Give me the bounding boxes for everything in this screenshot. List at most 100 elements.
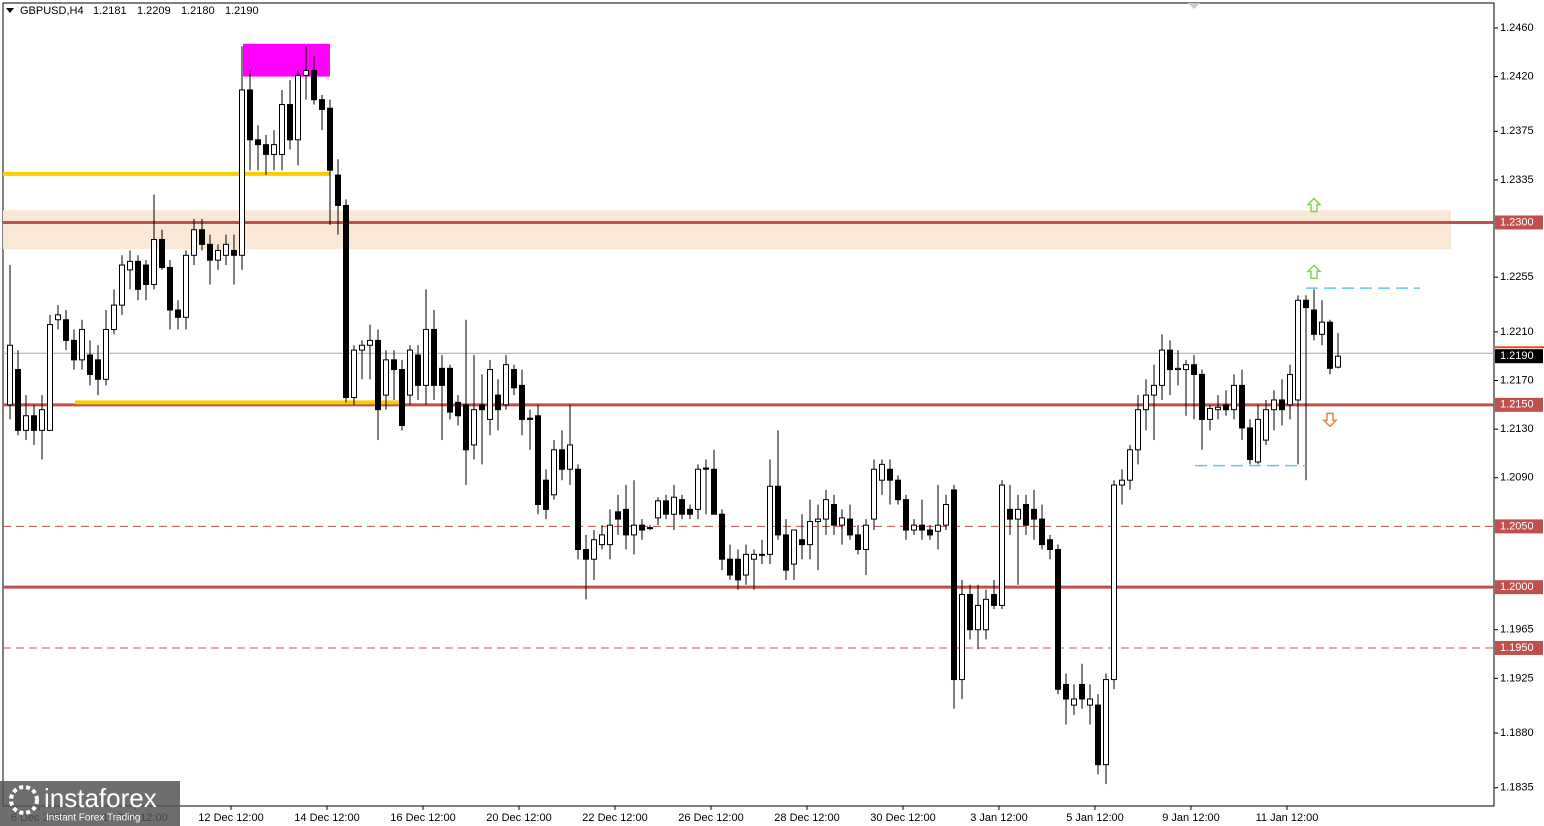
candle-body	[1207, 407, 1213, 420]
candle-body	[1319, 321, 1325, 335]
current-price-box	[1495, 349, 1543, 364]
candle-body	[127, 260, 133, 271]
candle-body	[727, 558, 733, 576]
candle-body	[863, 524, 869, 550]
y-tick-label: 1.2335	[1500, 174, 1534, 186]
candle-body	[207, 243, 213, 261]
candle-body	[1103, 679, 1109, 766]
x-tick-label: 12 Dec 12:00	[198, 812, 263, 824]
candle-body	[1239, 384, 1245, 429]
candle-body	[183, 254, 189, 318]
candle-body	[303, 70, 309, 76]
candle-body	[887, 468, 893, 481]
candle-body	[519, 384, 525, 420]
candle-body	[111, 304, 117, 330]
candle-body	[943, 504, 949, 526]
candle-body	[975, 604, 981, 631]
candle-body	[1143, 394, 1149, 411]
candle-body	[23, 415, 29, 431]
candle-body	[79, 328, 85, 361]
candle-body	[575, 468, 581, 550]
candle-body	[1311, 309, 1317, 335]
x-tick-label: 20 Dec 12:00	[486, 812, 551, 824]
candle-body	[599, 534, 605, 546]
x-tick-label: 22 Dec 12:00	[582, 812, 647, 824]
candle-body	[1199, 373, 1205, 420]
candle-body	[1151, 384, 1157, 396]
candle-body	[39, 409, 45, 431]
candle-body	[447, 367, 453, 413]
candle-body	[991, 593, 997, 606]
candle-body	[511, 369, 517, 389]
candle-body	[855, 534, 861, 550]
x-tick-label: 26 Dec 12:00	[678, 812, 743, 824]
candle-body	[415, 354, 421, 386]
candle-body	[999, 484, 1005, 606]
candle-body	[1015, 508, 1021, 520]
candle-body	[967, 593, 973, 631]
candle-body	[199, 229, 205, 245]
candle-body	[767, 485, 773, 555]
quote-close: 1.2190	[225, 5, 259, 17]
candle-body	[1295, 299, 1301, 401]
candle-body	[455, 401, 461, 417]
logo-tagline: Instant Forex Trading	[46, 813, 141, 824]
candle-body	[1135, 409, 1141, 451]
candle-body	[391, 359, 397, 371]
candle-body	[295, 74, 301, 141]
candle-body	[1063, 683, 1069, 700]
candle-body	[663, 500, 669, 515]
candle-body	[1047, 539, 1053, 550]
candle-body	[559, 449, 565, 470]
candle-body	[695, 468, 701, 510]
candle-body	[879, 463, 885, 481]
candle-body	[311, 70, 317, 101]
y-tick-label: 1.2170	[1500, 374, 1534, 386]
candle-body	[1095, 704, 1101, 766]
candle-body	[799, 539, 805, 546]
candle-body	[959, 593, 965, 681]
candle-body	[1127, 449, 1133, 481]
candle-body	[551, 449, 557, 496]
candle-body	[103, 328, 109, 380]
candle-body	[607, 524, 613, 546]
candle-body	[983, 598, 989, 631]
level-label-box	[1495, 519, 1543, 534]
candle-body	[919, 524, 925, 531]
candle-body	[1007, 508, 1013, 520]
x-tick-label: 30 Dec 12:00	[870, 812, 935, 824]
candle-body	[367, 339, 373, 346]
level-label: 1.2000	[1500, 581, 1534, 593]
candle-body	[343, 204, 349, 399]
supply-zone	[3, 210, 1451, 250]
shift-marker	[1188, 3, 1200, 9]
x-tick-label: 28 Dec 12:00	[774, 812, 839, 824]
symbol: GBPUSD,H4	[20, 5, 84, 17]
candles	[7, 46, 1341, 785]
candle-body	[383, 359, 389, 396]
level-label: 1.2150	[1500, 399, 1534, 411]
candle-body	[327, 107, 333, 171]
candle-body	[431, 328, 437, 386]
candle-body	[743, 553, 749, 576]
candle-body	[31, 415, 37, 431]
candle-body	[399, 369, 405, 426]
candle-body	[119, 264, 125, 306]
candle-body	[535, 415, 541, 506]
candle-body	[527, 417, 533, 420]
candle-body	[911, 524, 917, 531]
candle-body	[263, 144, 269, 155]
candle-body	[1175, 367, 1181, 371]
level-label-box	[1495, 397, 1543, 412]
candle-body	[1023, 504, 1029, 526]
candle-body	[623, 508, 629, 536]
candle-body	[543, 479, 549, 510]
candle-body	[671, 496, 677, 515]
candle-body	[7, 344, 13, 406]
x-tick-label: 14 Dec 12:00	[294, 812, 359, 824]
candle-body	[639, 524, 645, 531]
menu-icon	[6, 8, 14, 13]
candle-body	[407, 349, 413, 396]
candle-body	[1119, 479, 1125, 486]
candle-body	[1071, 698, 1077, 706]
